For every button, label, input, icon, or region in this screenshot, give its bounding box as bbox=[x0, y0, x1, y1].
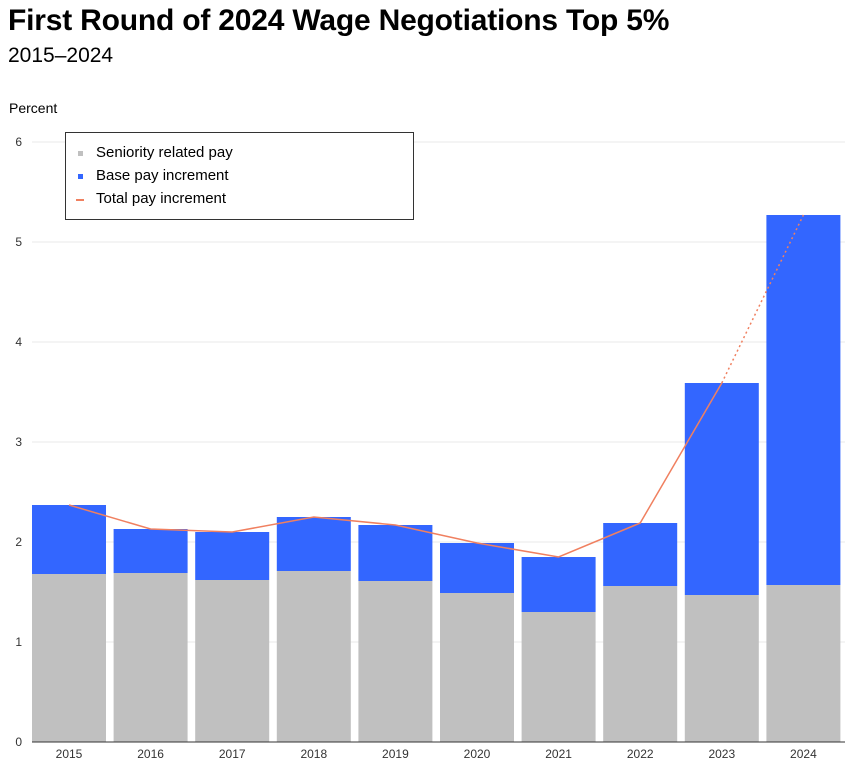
chart-title: First Round of 2024 Wage Negotiations To… bbox=[8, 4, 670, 37]
bar-seniority-related-pay bbox=[603, 586, 678, 742]
bar-base-pay-increment bbox=[32, 505, 106, 574]
x-tick-label: 2015 bbox=[56, 747, 83, 761]
y-tick-label: 5 bbox=[15, 235, 22, 249]
legend-swatch-seniority bbox=[78, 151, 83, 156]
y-tick-label: 2 bbox=[15, 535, 22, 549]
x-tick-label: 2016 bbox=[137, 747, 164, 761]
bar-seniority-related-pay bbox=[113, 573, 188, 742]
y-tick-label: 0 bbox=[15, 735, 22, 749]
bar-base-pay-increment bbox=[358, 525, 433, 581]
bar-base-pay-increment bbox=[113, 529, 188, 573]
x-tick-label: 2017 bbox=[219, 747, 246, 761]
x-tick-label: 2023 bbox=[708, 747, 735, 761]
bar-seniority-related-pay bbox=[766, 585, 841, 742]
bar-base-pay-increment bbox=[276, 517, 351, 571]
x-tick-label: 2024 bbox=[790, 747, 817, 761]
x-tick-label: 2022 bbox=[627, 747, 654, 761]
bar-seniority-related-pay bbox=[440, 593, 514, 742]
y-tick-label: 1 bbox=[15, 635, 22, 649]
legend-label-base: Base pay increment bbox=[96, 167, 229, 184]
bar-base-pay-increment bbox=[684, 383, 759, 595]
bar-seniority-related-pay bbox=[32, 574, 106, 742]
bar-base-pay-increment bbox=[766, 215, 841, 585]
line-total-pay-increment bbox=[68, 382, 723, 558]
chart-subtitle: 2015–2024 bbox=[8, 44, 114, 67]
y-tick-label: 6 bbox=[15, 135, 22, 149]
legend-swatch-total bbox=[76, 199, 84, 201]
x-tick-label: 2020 bbox=[464, 747, 491, 761]
bar-base-pay-increment bbox=[521, 557, 596, 612]
bar-base-pay-increment bbox=[440, 543, 514, 593]
bar-seniority-related-pay bbox=[521, 612, 596, 742]
y-tick-label: 4 bbox=[15, 335, 22, 349]
y-tick-label: 3 bbox=[15, 435, 22, 449]
line-total-pay-increment-dotted bbox=[721, 214, 805, 384]
bar-seniority-related-pay bbox=[684, 595, 759, 742]
x-tick-label: 2021 bbox=[545, 747, 572, 761]
legend-label-total: Total pay increment bbox=[96, 190, 227, 207]
x-tick-label: 2019 bbox=[382, 747, 409, 761]
legend: Seniority related pay Base pay increment… bbox=[65, 132, 414, 220]
bar-seniority-related-pay bbox=[358, 581, 433, 742]
bar-base-pay-increment bbox=[603, 523, 678, 586]
y-axis-label: Percent bbox=[9, 100, 58, 116]
bar-seniority-related-pay bbox=[276, 571, 351, 742]
bar-base-pay-increment bbox=[195, 532, 270, 580]
legend-label-seniority: Seniority related pay bbox=[96, 144, 233, 161]
legend-swatch-base bbox=[78, 174, 83, 179]
x-tick-label: 2018 bbox=[300, 747, 327, 761]
bar-seniority-related-pay bbox=[195, 580, 270, 742]
